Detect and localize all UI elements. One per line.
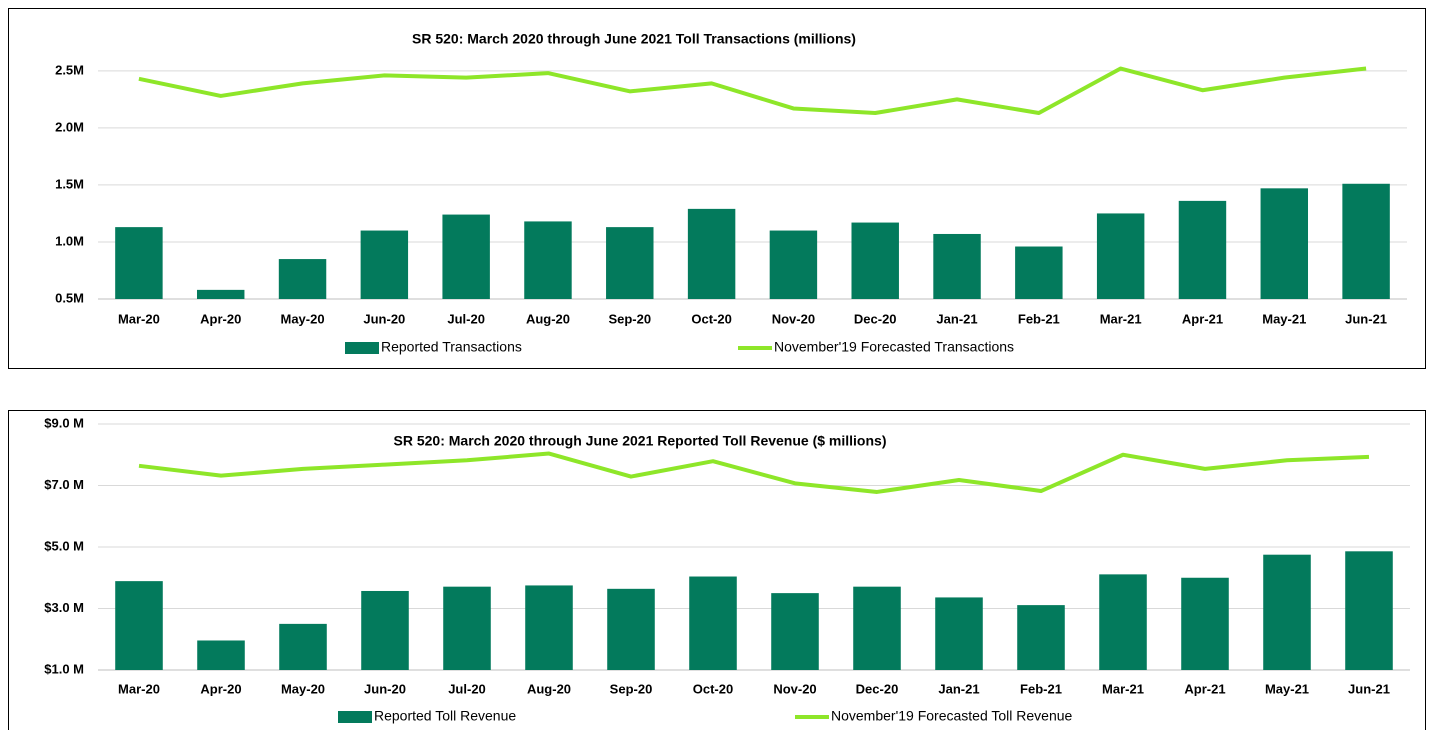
x-tick-label: Feb-21 [1020, 681, 1062, 696]
x-tick-label: Oct-20 [691, 311, 731, 326]
x-tick-label: Jun-21 [1345, 311, 1387, 326]
bar [279, 623, 327, 670]
x-tick-label: Jul-20 [447, 311, 485, 326]
bar [769, 230, 818, 299]
bar [442, 214, 490, 299]
x-tick-label: May-20 [281, 681, 325, 696]
legend-swatch [345, 342, 379, 354]
bar [197, 640, 245, 670]
bar [278, 259, 327, 299]
y-tick-label: 0.5M [55, 290, 84, 305]
line [138, 451, 1370, 494]
bar [1015, 246, 1063, 299]
line [138, 66, 1367, 116]
legend-label: November'19 Forecasted Transactions [774, 339, 1014, 355]
x-tick-label: Mar-20 [118, 681, 160, 696]
bar [851, 222, 899, 299]
bar [935, 597, 983, 670]
legend-label: Reported Transactions [381, 339, 522, 355]
bar [1017, 605, 1065, 670]
y-tick-label: $7.0 M [44, 477, 84, 492]
bar [1178, 200, 1227, 299]
frame [8, 8, 1426, 369]
x-tick-label: Dec-20 [856, 681, 899, 696]
bar [1260, 188, 1309, 299]
x-tick-label: Jun-20 [364, 681, 406, 696]
y-tick-label: $9.0 M [44, 415, 84, 430]
bar [687, 208, 736, 299]
x-tick-label: Feb-21 [1018, 311, 1060, 326]
y-tick-label: $3.0 M [44, 600, 84, 615]
frame [8, 410, 1426, 730]
bar [524, 221, 572, 299]
x-tick-label: May-21 [1262, 311, 1306, 326]
bar [1181, 577, 1229, 670]
y-tick-label: 2.5M [55, 62, 84, 77]
y-tick-label: 1.5M [55, 176, 84, 191]
title-background [273, 428, 1007, 453]
legend-label: November'19 Forecasted Toll Revenue [831, 708, 1073, 724]
bar [771, 593, 819, 670]
y-tick-label: 2.0M [55, 119, 84, 134]
bar [933, 233, 981, 299]
x-tick-label: Dec-20 [854, 311, 897, 326]
x-tick-label: Aug-20 [526, 311, 570, 326]
bar [1263, 554, 1311, 670]
x-tick-label: May-21 [1265, 681, 1309, 696]
y-tick-label: $1.0 M [44, 661, 84, 676]
y-tick-label: $5.0 M [44, 538, 84, 553]
x-tick-label: Sep-20 [608, 311, 651, 326]
x-tick-label: Apr-20 [200, 681, 241, 696]
bar [1096, 213, 1145, 299]
x-tick-label: Apr-20 [200, 311, 241, 326]
bar [1342, 183, 1390, 299]
bar [443, 586, 491, 670]
chart-title: SR 520: March 2020 through June 2021 Rep… [394, 433, 887, 449]
x-tick-label: Mar-21 [1100, 311, 1142, 326]
x-tick-label: Apr-21 [1184, 681, 1225, 696]
title-background [292, 26, 976, 51]
bar [525, 585, 573, 670]
x-tick-label: Jul-20 [448, 681, 486, 696]
bar [853, 586, 901, 670]
x-tick-label: Sep-20 [610, 681, 653, 696]
x-tick-label: Aug-20 [527, 681, 571, 696]
bar [115, 227, 163, 299]
bar [607, 588, 655, 670]
x-tick-label: May-20 [280, 311, 324, 326]
x-tick-label: Jun-21 [1348, 681, 1390, 696]
bar [115, 581, 163, 670]
x-tick-label: Jun-20 [363, 311, 405, 326]
x-tick-label: Mar-20 [118, 311, 160, 326]
bar [196, 289, 245, 299]
x-tick-label: Apr-21 [1182, 311, 1223, 326]
x-tick-label: Nov-20 [773, 681, 816, 696]
legend-swatch [338, 711, 372, 723]
x-tick-label: Jan-21 [936, 311, 977, 326]
bar [1099, 574, 1147, 670]
bar [689, 576, 737, 670]
x-tick-label: Oct-20 [693, 681, 733, 696]
bar [360, 230, 409, 299]
legend-label: Reported Toll Revenue [374, 708, 516, 724]
x-tick-label: Nov-20 [772, 311, 815, 326]
y-tick-label: 1.0M [55, 233, 84, 248]
x-tick-label: Mar-21 [1102, 681, 1144, 696]
x-tick-label: Jan-21 [938, 681, 979, 696]
chart-title: SR 520: March 2020 through June 2021 Tol… [412, 31, 856, 47]
bar [361, 590, 409, 670]
bar [606, 227, 654, 299]
bar [1345, 551, 1393, 670]
